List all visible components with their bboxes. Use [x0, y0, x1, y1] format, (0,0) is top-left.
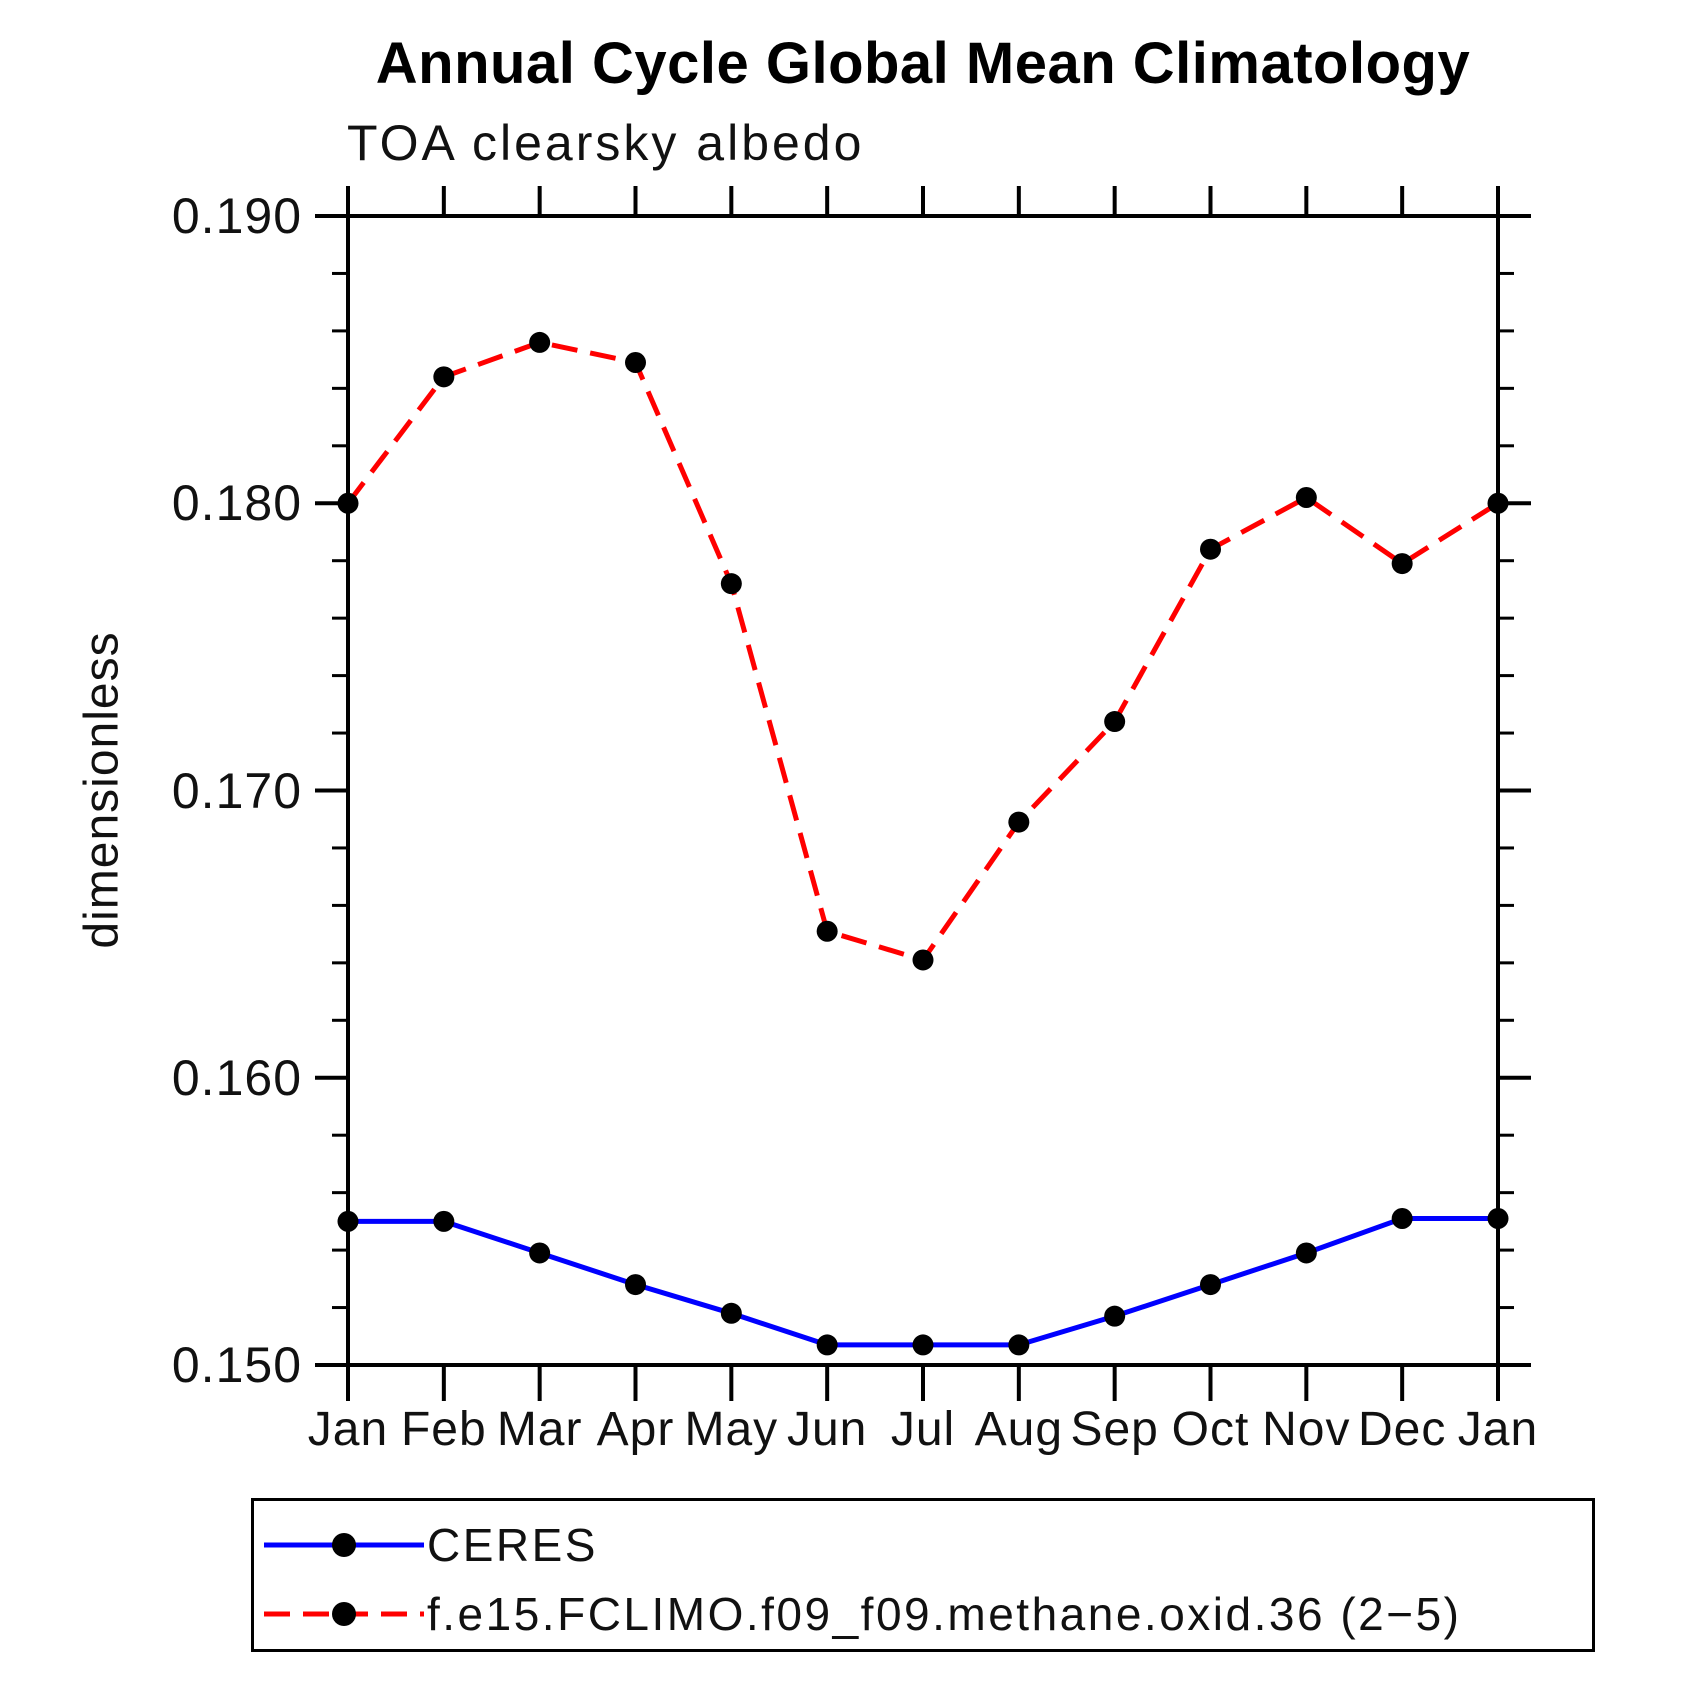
- x-tick-label: Nov: [1262, 1403, 1351, 1456]
- data-point-marker: [1391, 1208, 1413, 1230]
- data-point-marker: [1200, 1274, 1221, 1296]
- legend-entry-model: f.e15.FCLIMO.f09_f09.methane.oxid.36 (2−…: [254, 1584, 1592, 1644]
- data-point-marker: [1008, 811, 1030, 833]
- y-tick-label: 0.170: [171, 762, 302, 819]
- x-tick-label: Aug: [974, 1403, 1064, 1456]
- data-point-marker: [529, 331, 551, 353]
- series-line-ceres: [348, 1216, 1498, 1348]
- y-tick-label: 0.190: [171, 188, 302, 244]
- data-point-marker: [1487, 492, 1509, 514]
- data-point-marker: [1487, 1208, 1509, 1230]
- x-tick-label: Apr: [596, 1403, 675, 1456]
- data-point-marker: [433, 1210, 455, 1232]
- x-tick-label: Dec: [1357, 1403, 1447, 1456]
- y-tick-label: 0.160: [171, 1049, 302, 1106]
- legend-line-sample-solid: [264, 1533, 424, 1557]
- x-tick-label: Oct: [1171, 1403, 1250, 1456]
- x-tick-label: Feb: [400, 1403, 487, 1456]
- data-point-marker: [912, 1334, 934, 1356]
- data-point-marker: [1104, 711, 1126, 733]
- legend-entry-ceres: CERES: [254, 1515, 1592, 1575]
- x-tick-label: Mar: [496, 1403, 583, 1456]
- x-tick-label: Jun: [786, 1403, 868, 1456]
- x-tick-label: Sep: [1070, 1403, 1159, 1456]
- data-point-marker: [1200, 538, 1221, 560]
- y-tick-label: 0.150: [171, 1337, 302, 1393]
- y-tick-label: 0.180: [171, 475, 302, 532]
- x-tick-label: May: [684, 1403, 779, 1456]
- x-tick-label: Jul: [890, 1403, 956, 1456]
- legend-line-sample-dashed: [264, 1602, 424, 1626]
- data-point-marker: [625, 1274, 646, 1296]
- data-point-marker: [816, 1334, 838, 1356]
- plot-frame: [346, 214, 1500, 1367]
- series-line-model: [346, 339, 1500, 963]
- data-point-marker: [912, 949, 934, 971]
- data-point-marker: [433, 366, 455, 388]
- data-point-marker: [337, 1210, 359, 1232]
- data-point-marker: [1295, 487, 1317, 509]
- data-point-marker: [1008, 1334, 1030, 1356]
- data-point-marker: [1391, 553, 1413, 575]
- data-point-marker: [720, 1302, 742, 1324]
- legend: CERES f.e15.FCLIMO.f09_f09.methane.oxid.…: [251, 1498, 1595, 1652]
- legend-label-model: f.e15.FCLIMO.f09_f09.methane.oxid.36 (2−…: [427, 1588, 1462, 1640]
- x-tick-label: Jan: [1457, 1403, 1539, 1456]
- x-tick-label: Jan: [307, 1403, 389, 1456]
- data-point-marker: [529, 1242, 551, 1264]
- chart-title: Annual Cycle Global Mean Climatology: [375, 31, 1471, 96]
- data-point-marker: [337, 492, 359, 514]
- data-point-marker: [816, 920, 838, 942]
- chart-subtitle: TOA clearsky albedo: [347, 115, 865, 171]
- legend-label-ceres: CERES: [427, 1519, 598, 1571]
- data-point-marker: [1295, 1242, 1317, 1264]
- data-point-marker: [1104, 1305, 1126, 1327]
- data-point-marker: [625, 351, 646, 373]
- data-point-marker: [720, 573, 742, 595]
